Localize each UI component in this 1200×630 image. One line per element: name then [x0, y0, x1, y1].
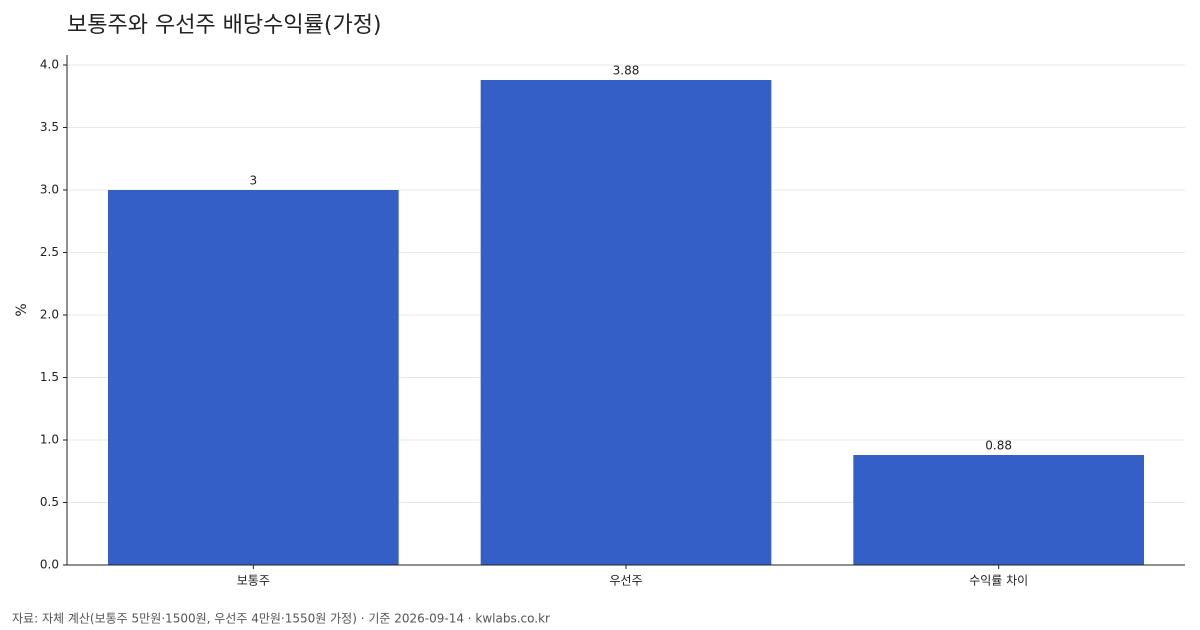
bar — [107, 190, 399, 565]
y-tick-label: 0.5 — [40, 495, 59, 509]
x-tick-label: 보통주 — [237, 574, 270, 588]
bar — [480, 80, 772, 565]
bar — [853, 455, 1145, 565]
y-tick-label: 4.0 — [40, 58, 59, 72]
source-note: 자료: 자체 계산(보통주 5만원·1500원, 우선주 4만원·1550원 가… — [12, 612, 550, 626]
y-tick-label: 3.0 — [40, 183, 59, 197]
y-tick-label: 0.0 — [40, 558, 59, 572]
x-tick-label: 수익률 차이 — [969, 574, 1028, 588]
y-tick-label: 3.5 — [40, 120, 59, 134]
y-tick-label: 2.5 — [40, 245, 59, 259]
y-tick-label: 1.5 — [40, 370, 59, 384]
y-tick-label: 1.0 — [40, 433, 59, 447]
chart-title: 보통주와 우선주 배당수익률(가정) — [67, 13, 382, 38]
value-label: 3.88 — [613, 64, 640, 78]
value-label: 0.88 — [985, 439, 1012, 453]
y-tick-label: 2.0 — [40, 308, 59, 322]
x-tick-label: 우선주 — [609, 574, 642, 588]
y-axis-label: % — [14, 303, 30, 316]
value-label: 3 — [250, 174, 258, 188]
